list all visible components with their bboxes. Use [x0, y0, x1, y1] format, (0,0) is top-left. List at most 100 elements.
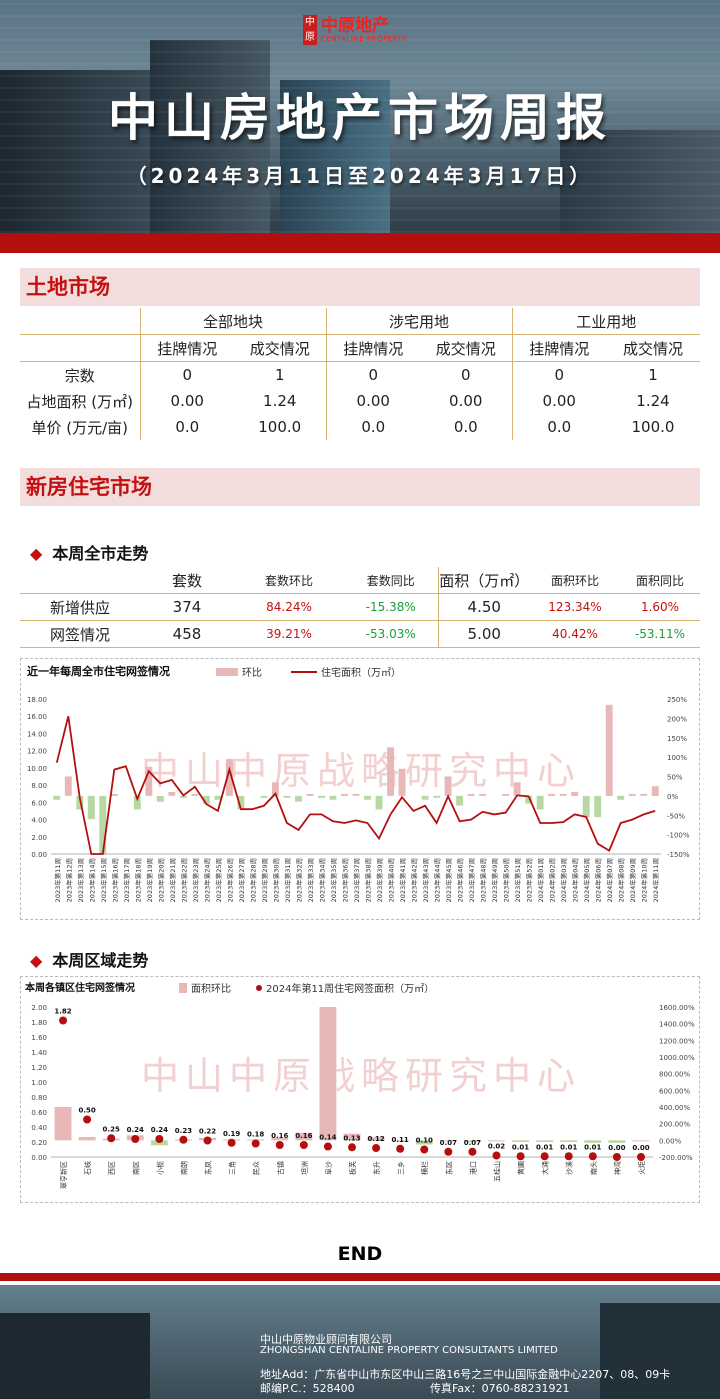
- y-right-tick: 50%: [667, 774, 683, 782]
- bar: [329, 795, 337, 800]
- data-point: [492, 1151, 501, 1160]
- x-tick: 2023年第18周: [133, 858, 142, 902]
- legend-label: 住宅面积（万㎡）: [321, 666, 401, 679]
- group-header: 工业用地: [512, 308, 700, 335]
- header-banner: 中原 中原地产 CENTALINE PROPERTY 中山房地产市场周报 （20…: [0, 0, 720, 233]
- y-left-tick: 1.40: [31, 1049, 47, 1057]
- data-label: 0.07: [464, 1139, 481, 1147]
- end-marker: END: [337, 1243, 383, 1265]
- window-texture: [0, 0, 720, 233]
- sub-header: 挂牌情况: [512, 334, 606, 362]
- bar: [191, 793, 199, 796]
- data-point: [107, 1134, 116, 1143]
- row-label: 新增供应: [20, 593, 140, 621]
- data-label: 0.01: [536, 1143, 553, 1151]
- table-row: 网签情况 458 39.21% -53.03% 5.00 40.42% -53.…: [20, 620, 700, 648]
- x-tick: 2023年第38周: [364, 858, 373, 902]
- data-point: [396, 1144, 405, 1153]
- data-label: 0.24: [127, 1126, 144, 1134]
- bar: [463, 1140, 481, 1142]
- data-label: 0.01: [512, 1143, 529, 1151]
- x-tick: 小榄: [155, 1161, 164, 1175]
- table-cell: -53.03%: [344, 620, 439, 648]
- x-tick: 2024年第03周: [559, 858, 568, 902]
- x-tick: 2023年第22周: [179, 858, 188, 902]
- data-point: [612, 1153, 621, 1161]
- table-cell: 0.00: [170, 392, 204, 410]
- y-right-tick: 600.00%: [659, 1087, 690, 1095]
- x-tick: 2023年第27周: [237, 858, 246, 902]
- x-tick: 2023年第26周: [225, 858, 234, 902]
- y-left-tick: 0.80: [31, 1094, 47, 1102]
- bar: [433, 795, 441, 798]
- x-tick: 横栏: [420, 1161, 429, 1175]
- table-cell: 1: [234, 361, 327, 388]
- bar: [584, 1140, 602, 1143]
- x-tick: 翠亨新区: [59, 1161, 68, 1189]
- y-right-tick: -100%: [667, 832, 690, 840]
- data-label: 0.13: [343, 1134, 360, 1142]
- y-right-tick: 1200.00%: [659, 1037, 695, 1045]
- x-tick: 石岐: [83, 1161, 92, 1175]
- x-tick: 2024年第10周: [640, 858, 649, 902]
- x-tick: 2023年第13周: [76, 858, 85, 902]
- land-table: 全部地块 涉宅用地 工业用地 挂牌情况 成交情况 挂牌情况 成交情况 挂牌情况 …: [20, 308, 700, 440]
- x-tick: 2024年第09周: [628, 858, 637, 902]
- bar: [271, 782, 279, 796]
- bar: [512, 1140, 529, 1142]
- company-cn: 中山中原物业顾问有限公司: [260, 1333, 392, 1346]
- data-point: [588, 1152, 597, 1161]
- y-right-tick: 800.00%: [659, 1071, 690, 1079]
- x-tick: 南头: [589, 1161, 598, 1175]
- data-point: [155, 1135, 164, 1143]
- x-tick: 2023年第17周: [122, 858, 131, 902]
- land-section-title: 土地市场: [20, 268, 700, 306]
- bar: [444, 776, 452, 796]
- sub-header: 挂牌情况: [140, 334, 234, 362]
- table-cell: 1.24: [636, 392, 670, 410]
- bar: [525, 795, 533, 804]
- data-label: 0.24: [151, 1126, 168, 1134]
- table-row: 宗数 0 1 0 0 0 1: [20, 361, 700, 388]
- x-tick: 大涌: [541, 1161, 550, 1175]
- legend-label: 环比: [242, 667, 262, 679]
- page-title: 中山房地产市场周报: [108, 89, 612, 147]
- company-en: ZHONGSHAN CENTALINE PROPERTY CONSULTANTS…: [260, 1345, 558, 1356]
- y-left-tick: 0.00: [31, 1154, 47, 1162]
- bar: [571, 792, 579, 796]
- data-label: 0.18: [247, 1131, 264, 1139]
- x-tick: 东凤: [204, 1161, 213, 1175]
- watermark: 中山中原战略研究中心: [141, 749, 581, 793]
- col-header: 套数环比: [234, 567, 344, 594]
- table-cell: 84.24%: [234, 593, 344, 621]
- x-tick: 2023年第42周: [410, 858, 419, 902]
- x-tick: 阜沙: [324, 1161, 333, 1175]
- y-left-tick: 0.60: [31, 1109, 47, 1117]
- postcode: 邮编P.C.：528400: [260, 1382, 355, 1395]
- data-label: 0.19: [223, 1130, 240, 1138]
- table-cell: 0.0: [547, 418, 572, 436]
- data-label: 0.10: [416, 1137, 433, 1145]
- x-tick: 神湾: [613, 1161, 622, 1175]
- address: 地址Add：广东省中山市东区中山三路16号之三中山国际金融中心2207、08、0…: [260, 1368, 671, 1381]
- sub-header: 成交情况: [606, 334, 700, 362]
- bar: [479, 793, 487, 796]
- table-row: 新增供应 374 84.24% -15.38% 4.50 123.34% 1.6…: [20, 593, 700, 621]
- bar: [295, 795, 302, 802]
- bar: [156, 795, 164, 802]
- bar: [54, 1107, 72, 1141]
- x-tick: 沙溪: [565, 1161, 574, 1175]
- x-tick: 2023年第24周: [202, 858, 211, 902]
- city-trend-heading: ◆ 本周全市走势: [30, 540, 148, 564]
- logo-mark: 中原: [303, 15, 317, 45]
- y-right-tick: 0%: [667, 793, 678, 801]
- data-label: 0.16: [271, 1132, 288, 1140]
- y-right-tick: -50%: [667, 812, 685, 820]
- legend-swatch-bar: [179, 983, 187, 993]
- bar: [364, 795, 371, 800]
- x-tick: 2023年第30周: [271, 858, 280, 902]
- corner-cell: [20, 567, 140, 594]
- x-tick: 2023年第43周: [421, 858, 430, 902]
- x-tick: 东区: [444, 1161, 453, 1175]
- x-tick: 2023年第11周: [53, 858, 62, 902]
